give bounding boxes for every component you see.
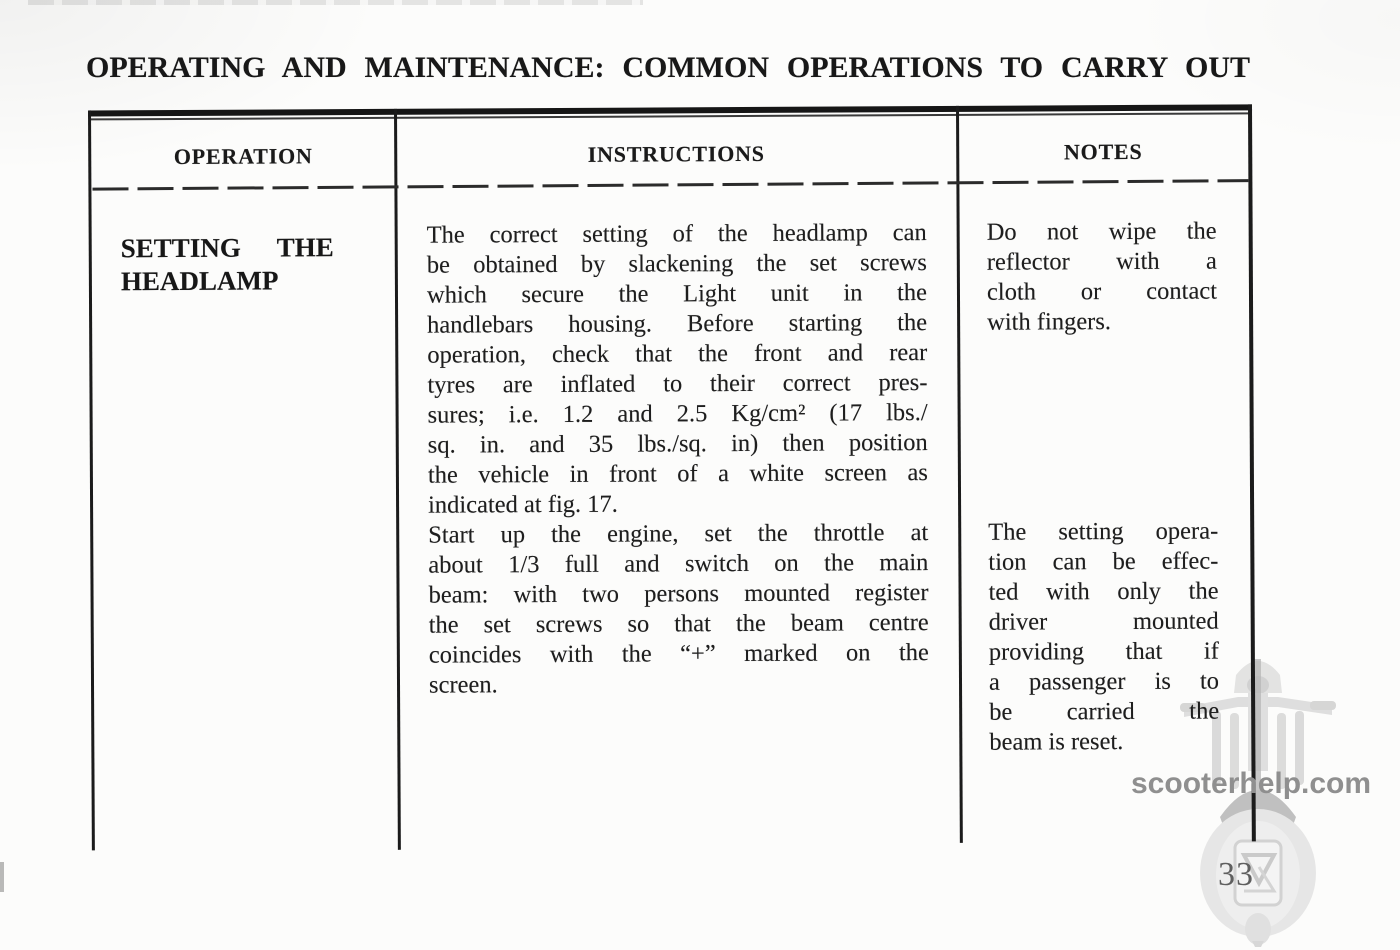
notes-paragraph-2: The setting opera-tion can be effec-ted … xyxy=(988,517,1219,758)
instructions-cell: The correct setting of the headlamp can b… xyxy=(427,218,930,701)
text-line: handlebars housing. Before starting the xyxy=(427,309,928,339)
text-line: The correct setting of the headlamp can xyxy=(426,219,927,249)
text-line: beam is reset. xyxy=(989,728,1124,756)
text-line: reflector with a xyxy=(986,247,1217,276)
table-column-divider-2 xyxy=(955,105,963,843)
text-line: driver mounted xyxy=(988,607,1219,636)
text-line: about 1/3 full and switch on the main xyxy=(428,549,929,579)
instructions-paragraph-2: Start up the engine, set the throttle at… xyxy=(428,518,929,701)
notes-paragraph-1: Do not wipe the reflector with a cloth or … xyxy=(987,217,1218,338)
text-line: The setting opera- xyxy=(988,517,1219,546)
table-column-divider-1 xyxy=(394,108,401,850)
table-left-border xyxy=(88,110,95,851)
text-line: screen. xyxy=(428,671,498,699)
column-header-notes: NOTES xyxy=(1063,138,1143,165)
scan-artifact-top-edge xyxy=(28,0,643,5)
text-line: operation, check that the front and rear xyxy=(427,339,928,369)
text-line: be carried the xyxy=(989,697,1220,726)
text-line: sq. in. and 35 lbs./sq. in) then positio… xyxy=(427,429,928,459)
text-line: providing that if xyxy=(988,637,1219,666)
text-line: Do not wipe the xyxy=(986,217,1217,246)
operation-cell: SETTING THE HEADLAMP xyxy=(121,231,334,298)
text-line: SETTING THE xyxy=(120,232,334,264)
text-line: beam: with two persons mounted register xyxy=(428,579,929,609)
text-line: sures; i.e. 1.2 and 2.5 Kg/cm² (17 lbs./ xyxy=(427,399,928,429)
table-right-border xyxy=(1247,104,1256,842)
text-line: be obtained by slackening the set screws xyxy=(426,249,927,279)
text-line: HEADLAMP xyxy=(120,265,279,297)
text-line: tion can be effec- xyxy=(988,547,1219,576)
text-line: Start up the engine, set the throttle at xyxy=(428,519,929,549)
text-line: with fingers. xyxy=(987,308,1112,336)
watermark-site-text: scooterhelp.com xyxy=(1131,767,1372,800)
scan-artifact-left-edge xyxy=(0,862,4,892)
text-line: cloth or contact xyxy=(986,277,1218,306)
text-line: ted with only the xyxy=(988,577,1219,606)
text-line: coincides with the “+” marked on the xyxy=(428,639,929,669)
header-divider-dashed-line xyxy=(92,179,1249,191)
column-header-instructions: INSTRUCTIONS xyxy=(587,140,765,167)
text-line: indicated at fig. 17. xyxy=(428,490,618,519)
notes-cell: Do not wipe the reflector with a cloth or … xyxy=(987,217,1220,758)
column-header-operation: OPERATION xyxy=(173,143,313,169)
text-line: a passenger is to xyxy=(988,667,1220,696)
page-number: 33 xyxy=(1218,856,1254,893)
page-title: OPERATING AND MAINTENANCE: COMMON OPERAT… xyxy=(86,51,1250,84)
text-line: which secure the Light unit in the xyxy=(426,279,928,309)
operations-table: OPERATION INSTRUCTIONS NOTES SETTING THE… xyxy=(88,104,1256,852)
instructions-paragraph-1: The correct setting of the headlamp can b… xyxy=(427,218,929,521)
text-line: tyres are inflated to their correct pres… xyxy=(427,369,928,399)
text-line: the set screws so that the beam centre xyxy=(428,609,929,639)
table-header-row: OPERATION INSTRUCTIONS NOTES xyxy=(91,114,1249,170)
text-line: the vehicle in front of a white screen a… xyxy=(427,459,928,489)
vespa-scooter-front-watermark-icon xyxy=(1180,659,1336,947)
